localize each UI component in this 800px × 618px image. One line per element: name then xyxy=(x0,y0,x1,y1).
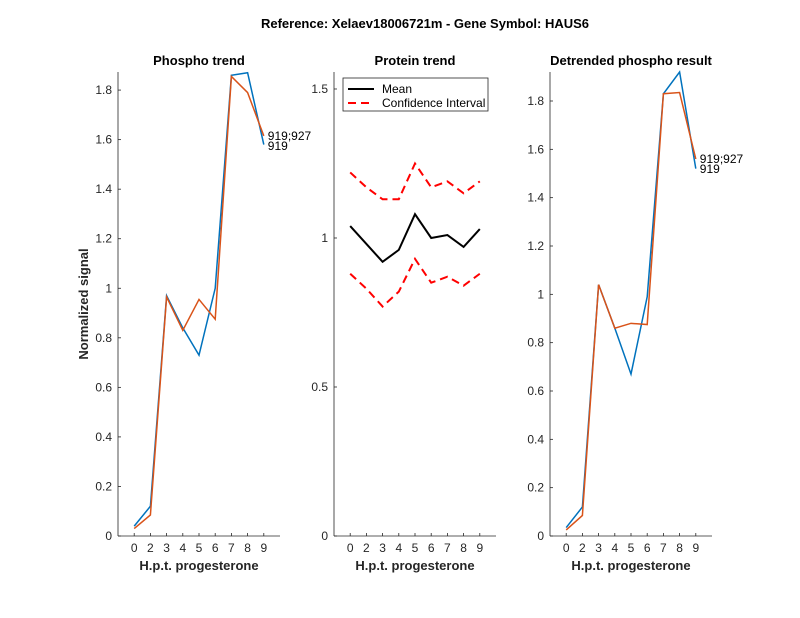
x-tick-label: 2 xyxy=(363,541,370,555)
x-tick-label: 8 xyxy=(676,541,683,555)
x-tick-label: 6 xyxy=(212,541,219,555)
x-tick-label: 3 xyxy=(595,541,602,555)
y-tick-label: 1 xyxy=(321,231,328,245)
panel-1: 00.20.40.60.811.21.41.61.80 2 3 4 5 6 7 8 9Phosp… xyxy=(76,53,312,573)
y-tick-label: 1 xyxy=(105,281,112,295)
y-tick-label: 1.5 xyxy=(311,82,328,96)
y-tick-label: 0 xyxy=(105,529,112,543)
x-tick-label: 6 xyxy=(428,541,435,555)
x-tick-label: 0 xyxy=(131,541,138,555)
x-tick-label: 7 xyxy=(660,541,667,555)
x-tick-label: 5 xyxy=(412,541,419,555)
y-tick-label: 1.6 xyxy=(95,133,112,147)
x-tick-label: 4 xyxy=(395,541,402,555)
y-tick-label: 1.8 xyxy=(95,83,112,97)
x-tick-label: 9 xyxy=(260,541,267,555)
figure-suptitle: Reference: Xelaev18006721m - Gene Symbol… xyxy=(261,16,589,31)
y-tick-label: 1.6 xyxy=(527,142,544,156)
y-tick-label: 0 xyxy=(321,529,328,543)
y-tick-label: 1.2 xyxy=(527,239,544,253)
x-tick-label: 3 xyxy=(163,541,170,555)
x-tick-label: 0 xyxy=(563,541,570,555)
series-line-919-927 xyxy=(133,74,265,530)
panel-title: Detrended phospho result xyxy=(550,53,712,68)
x-axis-label: H.p.t. progesterone xyxy=(571,558,690,573)
x-tick-label: 0 xyxy=(347,541,354,555)
panel-title: Protein trend xyxy=(375,53,456,68)
series-label: 919 xyxy=(268,139,288,153)
x-tick-label: 7 xyxy=(444,541,451,555)
x-axis-label: H.p.t. progesterone xyxy=(139,558,258,573)
series-line-919-927 xyxy=(565,91,697,531)
y-tick-label: 1.8 xyxy=(527,94,544,108)
y-tick-label: 0.6 xyxy=(527,384,544,398)
y-tick-label: 0.2 xyxy=(95,479,112,493)
y-tick-label: 0.2 xyxy=(527,481,544,495)
y-tick-label: 1.4 xyxy=(527,191,544,205)
panel-3: 00.20.40.60.811.21.41.61.80 2 3 4 5 6 7 8 9Detre… xyxy=(527,53,743,573)
y-tick-label: 0.6 xyxy=(95,380,112,394)
y-tick-label: 1.2 xyxy=(95,232,112,246)
y-tick-label: 0.4 xyxy=(95,430,112,444)
legend-box xyxy=(342,77,489,112)
y-tick-label: 0.5 xyxy=(311,380,328,394)
series-line-mean xyxy=(349,212,481,264)
series-label: 919 xyxy=(700,162,720,176)
x-tick-label: 3 xyxy=(379,541,386,555)
x-tick-label: 8 xyxy=(244,541,251,555)
x-tick-label: 5 xyxy=(628,541,635,555)
legend-label: Mean xyxy=(382,82,412,96)
y-tick-label: 0.8 xyxy=(527,336,544,350)
y-tick-label: 0.8 xyxy=(95,331,112,345)
x-tick-label: 6 xyxy=(644,541,651,555)
panel-title: Phospho trend xyxy=(153,53,245,68)
y-axis-label: Normalized signal xyxy=(76,248,91,359)
series-line-confidence-interval xyxy=(349,161,481,201)
x-tick-label: 4 xyxy=(179,541,186,555)
x-tick-label: 2 xyxy=(147,541,154,555)
x-tick-label: 9 xyxy=(692,541,699,555)
x-tick-label: 8 xyxy=(460,541,467,555)
x-axis-label: H.p.t. progesterone xyxy=(355,558,474,573)
y-tick-label: 1.4 xyxy=(95,182,112,196)
x-tick-label: 2 xyxy=(579,541,586,555)
legend-label: Confidence Interval xyxy=(382,96,485,110)
series-label: 919;927 xyxy=(268,129,312,143)
y-tick-label: 0 xyxy=(537,529,544,543)
y-tick-label: 1 xyxy=(537,287,544,301)
series-line-confidence-interval xyxy=(349,256,481,308)
series-label: 919;927 xyxy=(700,152,744,166)
x-tick-label: 4 xyxy=(611,541,618,555)
x-tick-label: 5 xyxy=(196,541,203,555)
x-tick-label: 7 xyxy=(228,541,235,555)
x-tick-label: 9 xyxy=(476,541,483,555)
y-tick-label: 0.4 xyxy=(527,432,544,446)
